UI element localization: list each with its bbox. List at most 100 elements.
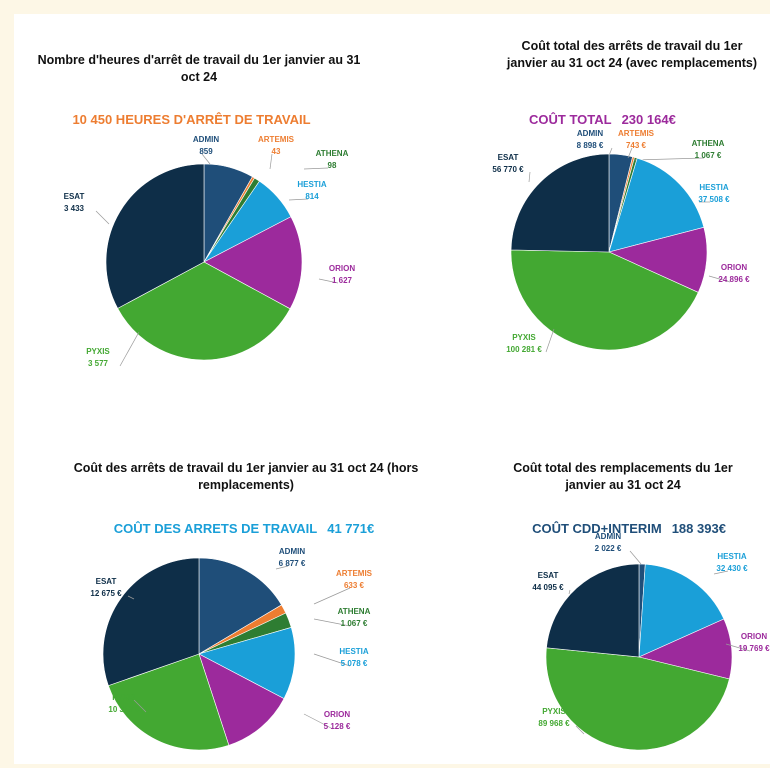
- leader-line: [275, 565, 289, 570]
- pie-slice-hestia: [198, 627, 296, 700]
- leader-line: [629, 550, 642, 565]
- slice-value-label: 12 675 €: [90, 589, 122, 598]
- slice-name-label: HESTIA: [297, 180, 327, 189]
- slice-name-label: HESTIA: [339, 647, 369, 656]
- slice-name-label: ORION: [741, 632, 767, 641]
- chart-headline: COÛT DES ARRETS DE TRAVAIL 41 771€: [74, 521, 414, 536]
- pie-chart-replacement-cost: ADMIN 2 022 € HESTIA 32 430 € ORION 19 769 € P…: [532, 532, 770, 751]
- leader-line: [313, 653, 351, 667]
- slice-name-label: PYXIS: [542, 707, 566, 716]
- slice-name-label: ESAT: [498, 153, 519, 162]
- leader-line: [528, 171, 531, 183]
- leader-line: [725, 643, 751, 652]
- slice-value-label: 44 095 €: [532, 583, 564, 592]
- leader-line: [288, 198, 309, 201]
- leader-line: [303, 713, 334, 730]
- slice-value-label: 3 433: [64, 204, 85, 213]
- leader-line: [269, 153, 273, 170]
- slice-name-label: HESTIA: [717, 552, 747, 561]
- pie-chart-total-cost: ADMIN 8 898 € ARTEMIS 743 € ATHENA 1 067 € HES…: [492, 129, 750, 354]
- slice-value-label: 859: [199, 147, 213, 156]
- slice-name-label: ORION: [721, 263, 747, 272]
- pie-chart-hours: ADMIN 859 ARTEMIS 43 ATHENA 98 HESTIA 814 ORION 1…: [64, 135, 356, 368]
- leader-line: [713, 570, 729, 575]
- pie-slice-orion: [608, 226, 708, 293]
- chart-title: Coût des arrêts de travail du 1er janvie…: [73, 461, 419, 492]
- leader-line: [575, 725, 585, 735]
- slice-value-label: 98: [328, 161, 337, 170]
- slice-name-label: ESAT: [96, 577, 117, 586]
- slice-name-label: ADMIN: [279, 547, 305, 556]
- slice-value-label: 5 078 €: [341, 659, 368, 668]
- slice-name-label: PYXIS: [112, 693, 136, 702]
- slice-name-label: ATHENA: [316, 149, 349, 158]
- slice-name-label: ORION: [324, 710, 350, 719]
- chart-canvas: Nombre d'heures d'arrêt de travail du 1e…: [14, 14, 770, 764]
- pie-chart-stop-cost: ADMIN 6 877 € ARTEMIS 633 € ATHENA 1 067 € HES…: [90, 547, 373, 751]
- leader-line: [568, 589, 571, 595]
- slice-value-label: 56 770 €: [492, 165, 524, 174]
- headline-label: COÛT CDD+INTERIM: [532, 521, 662, 536]
- slice-name-label: ESAT: [64, 192, 85, 201]
- chart-headline: COÛT CDD+INTERIM 188 393€: [514, 521, 744, 536]
- slice-value-label: 5 128 €: [324, 722, 351, 731]
- headline-value: 230 164€: [621, 112, 676, 127]
- chart-headline: 10 450 HEURES D'ARRÊT DE TRAVAIL: [14, 112, 379, 127]
- slice-value-label: 743 €: [626, 141, 647, 150]
- slice-name-label: ARTEMIS: [618, 129, 655, 138]
- leader-line: [313, 587, 351, 605]
- pie-slice-pyxis: [107, 653, 230, 751]
- slice-name-label: ADMIN: [595, 532, 621, 541]
- slice-value-label: 10 313 €: [108, 705, 140, 714]
- pie-slice-pyxis: [117, 261, 291, 361]
- slice-value-label: 32 430 €: [716, 564, 748, 573]
- pie-slice-admin: [198, 557, 282, 655]
- pie-slice-esat: [546, 563, 640, 658]
- slice-name-label: HESTIA: [699, 183, 729, 192]
- leader-line: [313, 618, 351, 627]
- pie-slice-orion: [198, 653, 285, 746]
- leader-line: [133, 699, 147, 713]
- headline-label: COÛT DES ARRETS DE TRAVAIL: [113, 521, 318, 536]
- leader-line: [201, 153, 211, 165]
- slice-name-label: ATHENA: [692, 139, 725, 148]
- slice-value-label: 37 508 €: [698, 195, 730, 204]
- leader-line: [119, 331, 140, 367]
- pie-slice-hestia: [608, 157, 705, 253]
- chart-headline: COÛT TOTAL 230 164€: [484, 112, 729, 127]
- leader-line: [708, 275, 731, 283]
- slice-name-label: ADMIN: [577, 129, 603, 138]
- slice-value-label: 89 968 €: [538, 719, 570, 728]
- slice-value-label: 3 577: [88, 359, 109, 368]
- slice-value-label: 1 627: [332, 276, 353, 285]
- chart-title: Nombre d'heures d'arrêt de travail du 1e…: [37, 53, 361, 84]
- chart-title: Coût total des arrêts de travail du 1er …: [506, 39, 758, 70]
- pie-slice-esat: [102, 557, 200, 687]
- pie-slice-pyxis: [510, 249, 699, 351]
- chart-title: Coût total des remplacements du 1er janv…: [513, 461, 733, 492]
- slice-name-label: ESAT: [538, 571, 559, 580]
- pie-slice-esat: [105, 163, 205, 309]
- slice-value-label: 8 898 €: [577, 141, 604, 150]
- slice-name-label: PYXIS: [86, 347, 110, 356]
- slice-value-label: 100 281 €: [506, 345, 542, 354]
- leader-line: [95, 210, 110, 225]
- headline-label: 10 450 HEURES D'ARRÊT DE TRAVAIL: [72, 112, 311, 127]
- slice-name-label: ORION: [329, 264, 355, 273]
- slice-value-label: 1 067 €: [695, 151, 722, 160]
- pie-slice-pyxis: [545, 647, 730, 751]
- slice-name-label: ATHENA: [338, 607, 371, 616]
- slice-value-label: 814: [305, 192, 319, 201]
- slice-value-label: 633 €: [344, 581, 365, 590]
- headline-value: 41 771€: [327, 521, 375, 536]
- slice-value-label: 24 896 €: [718, 275, 750, 284]
- headline-label: COÛT TOTAL: [529, 112, 612, 127]
- slice-value-label: 43: [272, 147, 281, 156]
- leader-line: [545, 328, 555, 353]
- slice-name-label: ADMIN: [193, 135, 219, 144]
- slice-name-label: ARTEMIS: [258, 135, 295, 144]
- slice-value-label: 6 877 €: [279, 559, 306, 568]
- pie-slice-esat: [510, 153, 610, 253]
- slice-name-label: PYXIS: [512, 333, 536, 342]
- pie-slice-hestia: [638, 563, 725, 658]
